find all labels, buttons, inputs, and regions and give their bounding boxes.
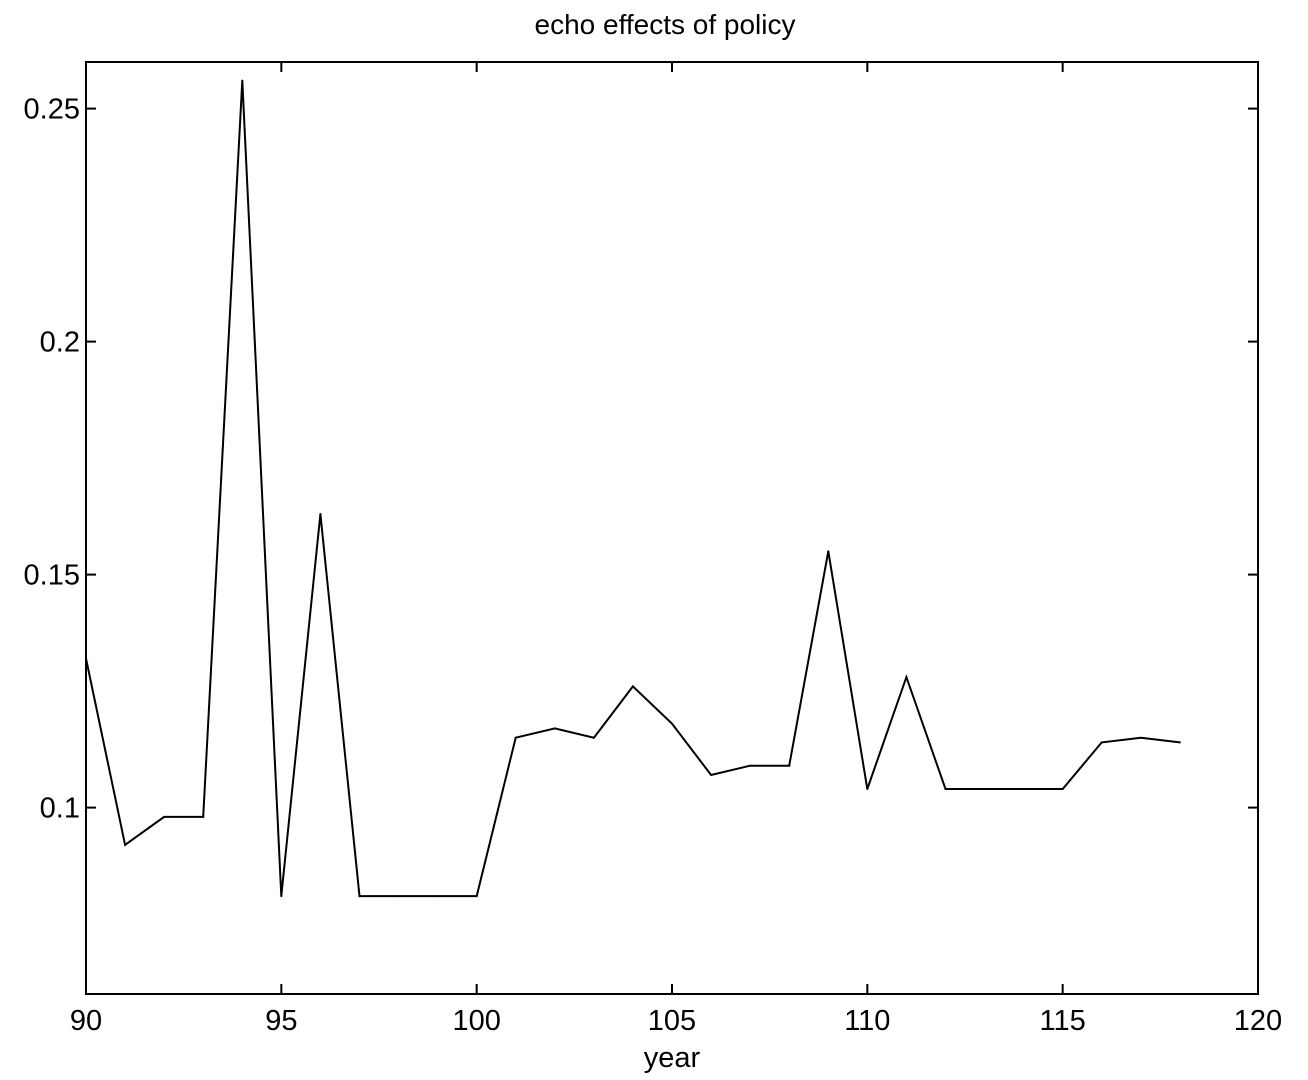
x-tick-label: 100 (452, 1005, 500, 1037)
x-tick-label: 105 (648, 1005, 696, 1037)
data-point (905, 676, 908, 679)
y-tick-label: 0.15 (24, 560, 80, 592)
data-point (788, 764, 791, 767)
data-point (280, 895, 283, 898)
data-point (475, 895, 478, 898)
data-point (827, 550, 830, 553)
y-tick-label: 0.2 (40, 327, 80, 359)
data-point (85, 657, 87, 660)
x-tick-label: 90 (70, 1005, 102, 1037)
x-tick-label: 120 (1234, 1005, 1282, 1037)
data-point (671, 722, 673, 725)
data-point (163, 815, 166, 818)
x-tick-label: 110 (844, 1005, 890, 1037)
data-point (631, 685, 634, 688)
x-tick-label: 95 (265, 1005, 297, 1037)
data-points (85, 79, 1181, 898)
data-point (1100, 741, 1103, 744)
data-point (983, 787, 986, 790)
data-point (1061, 787, 1064, 790)
data-point (202, 815, 205, 818)
data-point (124, 843, 127, 846)
chart-title: echo effects of policy (535, 9, 796, 40)
data-point (1178, 741, 1181, 744)
data-point (866, 787, 869, 790)
data-point (358, 895, 361, 898)
x-tick-label: 115 (1040, 1005, 1086, 1037)
y-tick-label: 0.25 (24, 94, 80, 126)
data-point (553, 727, 556, 730)
data-point (397, 895, 400, 898)
y-axis-tick-labels: 0.1 0.15 0.2 0.25 (24, 94, 80, 825)
data-point (1022, 787, 1025, 790)
data-point (592, 736, 595, 739)
series-line (85, 80, 1181, 898)
data-point (944, 787, 947, 790)
data-point (710, 773, 713, 776)
axis-ticks (85, 62, 1259, 994)
data-point (241, 79, 244, 82)
y-tick-label: 0.1 (40, 793, 80, 825)
x-axis-label: year (644, 1042, 701, 1074)
data-point (1139, 736, 1142, 739)
data-point (436, 895, 439, 898)
x-axis-tick-labels: 90 95 100 105 110 115 120 (70, 1005, 1282, 1037)
data-point (749, 764, 752, 767)
data-point (514, 736, 517, 739)
plot-area (85, 61, 1259, 995)
data-point (319, 513, 322, 516)
